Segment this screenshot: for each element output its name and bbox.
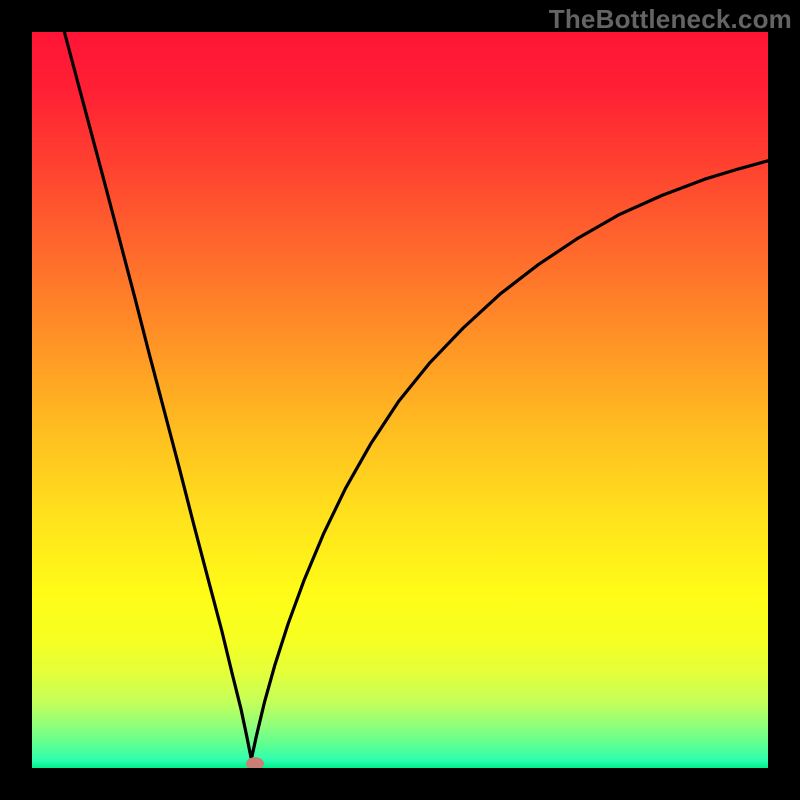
chart-frame: TheBottleneck.com — [0, 0, 800, 800]
watermark-text: TheBottleneck.com — [549, 4, 792, 35]
plot-area — [32, 32, 768, 768]
plot-svg — [32, 32, 768, 768]
